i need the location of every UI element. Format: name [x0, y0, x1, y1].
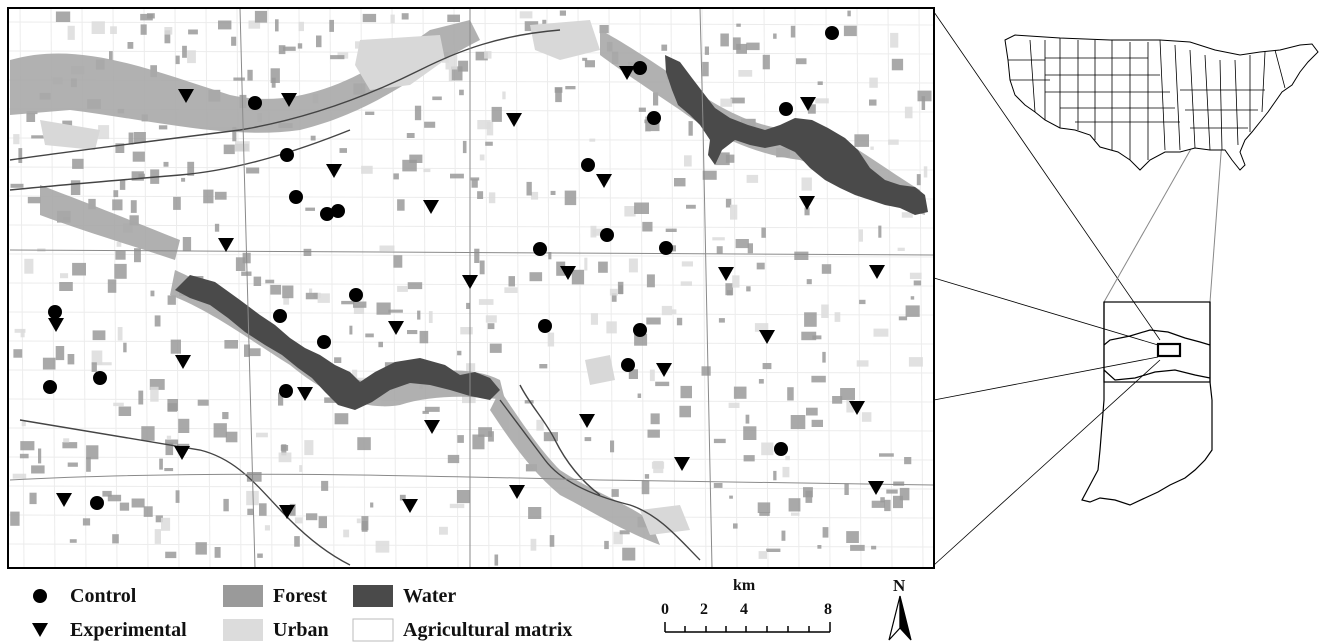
scale-bar-line [664, 622, 831, 633]
control-site-marker [90, 496, 104, 510]
control-site-marker [273, 309, 287, 323]
experimental-site-marker [279, 505, 295, 519]
main-map [7, 7, 935, 569]
forest-legend-label: Forest [273, 585, 327, 607]
urban-legend-label: Urban [273, 619, 329, 641]
control-site-marker [331, 204, 345, 218]
scale-tick-label-8: 8 [824, 601, 832, 618]
scale-tick-label-4: 4 [740, 601, 748, 618]
experimental-site-marker [281, 93, 297, 107]
experimental-site-marker [509, 485, 525, 499]
indiana-outline [1081, 381, 1213, 506]
experimental-site-marker [869, 265, 885, 279]
control-site-marker [581, 158, 595, 172]
urban-areas [40, 20, 690, 535]
legend: Control Experimental Forest Urban Water … [32, 585, 572, 642]
experimental-site-marker [674, 457, 690, 471]
scale-unit-label: km [733, 577, 756, 594]
experimental-site-marker [178, 89, 194, 103]
scale-tick-label-0: 0 [661, 601, 669, 618]
experimental-site-marker [326, 164, 342, 178]
water-legend-label: Water [403, 585, 456, 607]
experimental-site-marker [462, 275, 478, 289]
control-legend-symbol [33, 589, 47, 603]
inset-frame [1103, 301, 1211, 383]
experimental-site-marker [506, 113, 522, 127]
state-outline [1103, 302, 1211, 382]
control-site-marker [538, 319, 552, 333]
agricultural-legend-swatch [352, 618, 394, 642]
usa-connector-lines [1103, 139, 1223, 303]
control-site-marker [248, 96, 262, 110]
experimental-site-marker [596, 174, 612, 188]
urban-legend-swatch [223, 619, 263, 641]
experimental-site-marker [849, 401, 865, 415]
zoom-connector-lines [933, 11, 1161, 566]
experimental-site-marker [799, 196, 815, 210]
control-legend-label: Control [70, 585, 137, 607]
water-legend-swatch [353, 585, 393, 607]
reservoir-west [175, 275, 500, 410]
control-site-marker [279, 384, 293, 398]
control-site-marker [93, 371, 107, 385]
state-inset-map [1081, 301, 1213, 506]
control-site-marker [633, 323, 647, 337]
experimental-site-marker [579, 414, 595, 428]
experimental-legend-label: Experimental [70, 619, 187, 641]
control-site-marker [289, 190, 303, 204]
control-site-marker [43, 380, 57, 394]
control-site-marker [349, 288, 363, 302]
experimental-site-marker [402, 499, 418, 513]
scale-bar: km 0 2 4 8 [661, 577, 832, 633]
experimental-site-marker [868, 481, 884, 495]
experimental-site-marker [424, 420, 440, 434]
north-label: N [893, 576, 906, 595]
usa-state-lines [1008, 38, 1286, 160]
experimental-legend-symbol [32, 623, 48, 637]
experimental-site-marker [297, 387, 313, 401]
north-arrow-icon: N [888, 576, 912, 641]
experimental-site-marker [560, 266, 576, 280]
control-site-marker [320, 207, 334, 221]
experimental-sites [48, 66, 885, 519]
experimental-site-marker [656, 363, 672, 377]
experimental-site-marker [718, 267, 734, 281]
control-site-marker [647, 111, 661, 125]
reservoirs [175, 55, 928, 410]
control-site-marker [633, 61, 647, 75]
experimental-site-marker [388, 321, 404, 335]
experimental-site-marker [619, 66, 635, 80]
experimental-site-marker [759, 330, 775, 344]
control-site-marker [48, 305, 62, 319]
control-site-marker [600, 228, 614, 242]
control-sites [43, 26, 839, 510]
agricultural-legend-label: Agricultural matrix [403, 619, 572, 641]
experimental-site-marker [218, 238, 234, 252]
reservoir-east [665, 55, 928, 215]
study-area-box [1156, 342, 1182, 358]
scale-tick-label-2: 2 [700, 601, 708, 618]
control-site-marker [317, 335, 331, 349]
control-site-marker [825, 26, 839, 40]
forest-legend-swatch [223, 585, 263, 607]
experimental-site-marker [175, 355, 191, 369]
control-site-marker [774, 442, 788, 456]
experimental-site-marker [56, 493, 72, 507]
experimental-site-marker [423, 200, 439, 214]
control-site-marker [280, 148, 294, 162]
control-site-marker [779, 102, 793, 116]
experimental-site-marker [174, 446, 190, 460]
experimental-site-marker [800, 97, 816, 111]
control-site-marker [659, 241, 673, 255]
usa-outline [1004, 34, 1319, 171]
rivers [9, 29, 701, 566]
experimental-site-marker [48, 318, 64, 332]
control-site-marker [533, 242, 547, 256]
control-site-marker [621, 358, 635, 372]
usa-inset-map [1004, 34, 1319, 171]
